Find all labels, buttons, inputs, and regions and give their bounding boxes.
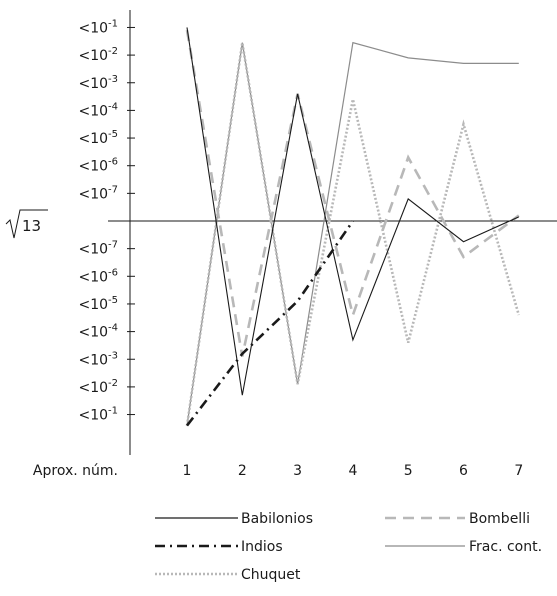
reference-label: 13 (22, 217, 41, 235)
y-tick-label: <10-4 (78, 101, 118, 119)
labels-layer: <10-1 <10-2 <10-3 <10-4 <10-5 <10-6 <10-7 <10-7… (5, 18, 523, 479)
legend-label: Indios (241, 539, 283, 555)
x-tick-label: 1 (183, 463, 192, 479)
y-tick-label: <10-3 (78, 350, 118, 368)
x-tick-label: 3 (293, 463, 302, 479)
x-tick-label: 5 (404, 463, 413, 479)
sqrt-symbol (5, 209, 48, 239)
legend-label: Bombelli (469, 511, 530, 527)
axes-layer (108, 10, 557, 455)
y-tick-label: <10-1 (78, 18, 118, 36)
y-tick-label: <10-6 (78, 157, 118, 175)
y-tick-label: <10-2 (78, 46, 118, 64)
x-tick-label: 4 (348, 463, 357, 479)
y-tick-label: <10-5 (78, 295, 118, 313)
series-line-frac-cont (186, 41, 519, 426)
y-tick-label: <10-4 (78, 323, 118, 341)
legend: Babilonios Bombelli Indios Frac. cont. Chuqu… (155, 511, 542, 583)
x-tick-label: 7 (514, 463, 523, 479)
series-line-babilonios (186, 27, 520, 396)
x-tick-label: 6 (459, 463, 468, 479)
y-tick-label: <10-1 (78, 406, 118, 424)
series-line-indios (185, 220, 354, 427)
y-tick-label: <10-7 (78, 240, 118, 258)
series-line-bombelli (185, 29, 520, 357)
series-layer (185, 27, 521, 427)
y-tick-label: <10-3 (78, 74, 118, 92)
y-tick-label: <10-7 (78, 184, 118, 202)
legend-label: Babilonios (241, 511, 313, 527)
x-tick-label: 2 (238, 463, 247, 479)
y-tick-label: <10-6 (78, 267, 118, 285)
legend-label: Chuquet (241, 567, 301, 583)
y-tick-label: <10-2 (78, 378, 118, 396)
x-axis-label: Aprox. núm. (33, 463, 118, 479)
series-line-chuquet (185, 42, 521, 426)
legend-label: Frac. cont. (469, 539, 542, 555)
y-tick-label: <10-5 (78, 129, 118, 147)
